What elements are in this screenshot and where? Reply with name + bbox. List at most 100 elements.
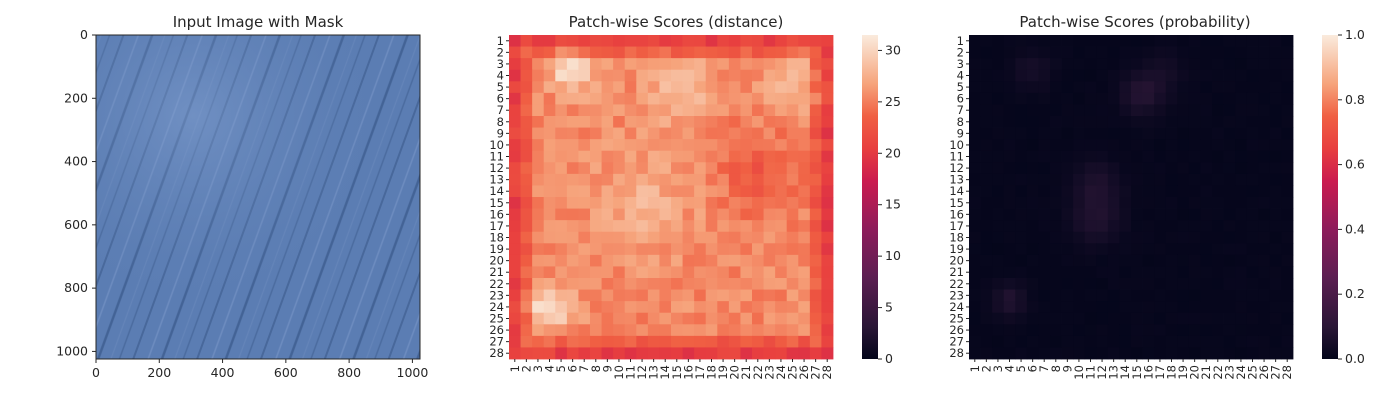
probability-cell xyxy=(1258,347,1271,360)
distance-cell xyxy=(647,92,660,105)
probability-cell xyxy=(1061,139,1074,152)
distance-cell xyxy=(775,92,788,105)
distance-cell xyxy=(786,278,799,290)
distance-cell xyxy=(509,243,521,256)
distance-cell xyxy=(821,58,834,71)
distance-cell xyxy=(647,139,660,152)
probability-cell xyxy=(1107,289,1120,302)
probability-cell xyxy=(1119,231,1132,244)
distance-cell xyxy=(601,35,614,47)
distance-cell xyxy=(532,335,545,348)
distance-cell xyxy=(775,278,788,290)
distance-cell xyxy=(705,162,718,175)
distance-xtick-label: 23 xyxy=(762,365,776,380)
probability-cell xyxy=(1003,92,1016,105)
distance-cell xyxy=(775,301,788,314)
distance-cell xyxy=(578,243,591,256)
probability-cell xyxy=(1235,127,1248,140)
distance-cell xyxy=(555,162,568,175)
distance-cell xyxy=(809,185,822,198)
probability-cell xyxy=(992,266,1005,279)
distance-cell xyxy=(682,162,695,175)
distance-cell xyxy=(798,324,811,337)
probability-cell xyxy=(1119,185,1132,198)
probability-cell xyxy=(1050,46,1062,59)
probability-cell xyxy=(1003,266,1016,279)
distance-cell xyxy=(647,173,660,186)
probability-cell xyxy=(1188,69,1201,82)
distance-cell xyxy=(671,58,683,71)
distance-ytick-label: 11 xyxy=(489,150,504,164)
distance-cell xyxy=(647,220,660,233)
distance-cell xyxy=(717,208,730,221)
probability-cell xyxy=(1223,92,1236,105)
probability-cell xyxy=(1061,335,1074,348)
distance-cell xyxy=(705,231,718,244)
probability-cell xyxy=(1131,104,1143,117)
distance-cell xyxy=(821,81,834,94)
distance-cell xyxy=(509,185,521,198)
distance-cell xyxy=(717,104,730,117)
probability-cell xyxy=(1061,46,1074,59)
probability-cell xyxy=(1084,231,1097,244)
probability-cell xyxy=(980,254,993,267)
probability-cell xyxy=(1200,197,1213,209)
probability-cell xyxy=(1223,335,1236,348)
probability-cell xyxy=(1015,324,1028,337)
distance-cell xyxy=(555,289,568,302)
probability-cell xyxy=(1212,104,1224,117)
probability-cell xyxy=(1281,301,1294,314)
probability-cell xyxy=(1015,185,1028,198)
probability-cell xyxy=(1073,324,1086,337)
distance-cell xyxy=(694,231,707,244)
probability-cell xyxy=(1258,104,1271,117)
probability-cell xyxy=(1142,139,1155,152)
probability-cell xyxy=(1061,220,1074,233)
probability-cell xyxy=(1131,278,1143,290)
distance-cell xyxy=(601,289,614,302)
probability-cell xyxy=(1246,278,1259,290)
distance-cbar-tick-label: 25 xyxy=(885,94,901,109)
probability-cell xyxy=(1165,254,1178,267)
probability-cell xyxy=(1281,208,1294,221)
probability-cell xyxy=(1281,347,1294,360)
distance-cell xyxy=(694,301,707,314)
probability-cell xyxy=(1200,81,1213,94)
probability-cbar-tick-label: 0.0 xyxy=(1345,351,1365,366)
distance-cell xyxy=(705,301,718,314)
distance-cell xyxy=(809,243,822,256)
distance-cell xyxy=(717,266,730,279)
probability-cell xyxy=(1188,116,1201,128)
distance-xtick-label: 21 xyxy=(739,365,753,380)
distance-cell xyxy=(566,197,579,209)
distance-cell xyxy=(613,139,626,152)
probability-cell xyxy=(1026,312,1039,325)
distance-cell xyxy=(682,231,695,244)
distance-cell xyxy=(590,324,602,337)
probability-cell xyxy=(1177,104,1190,117)
distance-cell xyxy=(705,254,718,267)
probability-cell xyxy=(1107,312,1120,325)
probability-cell xyxy=(1246,347,1259,360)
distance-cell xyxy=(752,335,764,348)
probability-cell xyxy=(1258,116,1271,128)
probability-cell xyxy=(969,208,981,221)
probability-cell xyxy=(1038,173,1051,186)
distance-cell xyxy=(705,197,718,209)
distance-cell xyxy=(775,150,788,163)
distance-cell xyxy=(566,312,579,325)
probability-cell xyxy=(1269,150,1282,163)
probability-cell xyxy=(1154,173,1167,186)
distance-cell xyxy=(509,46,521,59)
distance-cell xyxy=(775,231,788,244)
probability-cell xyxy=(1038,335,1051,348)
probability-ytick-label: 27 xyxy=(949,335,964,349)
probability-cell xyxy=(1188,324,1201,337)
distance-cell xyxy=(821,46,834,59)
distance-cell xyxy=(659,69,672,82)
distance-cell xyxy=(555,197,568,209)
distance-cell xyxy=(763,208,776,221)
probability-heatmap-ticks: 1234567891011121314151617181920212223242… xyxy=(949,34,1294,380)
probability-cell xyxy=(1281,127,1294,140)
distance-cell xyxy=(763,127,776,140)
